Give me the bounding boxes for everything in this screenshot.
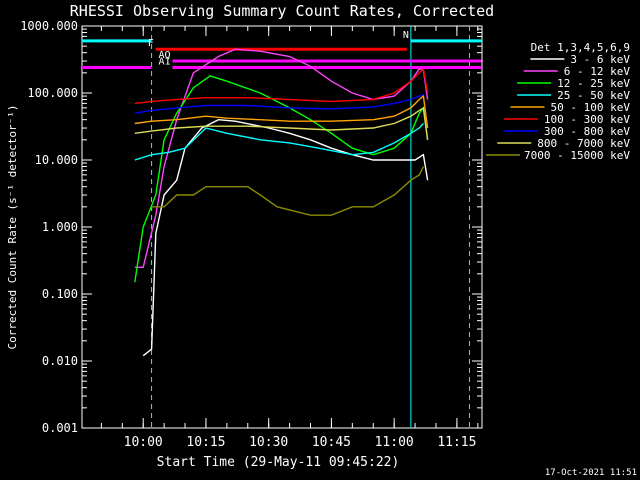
series-line [134, 123, 424, 161]
legend-entry-label: 3 - 6 keV [570, 53, 630, 66]
y-tick-label: 0.100 [42, 287, 78, 301]
annotation-label: AQ [158, 50, 170, 61]
series-line [134, 48, 429, 268]
y-tick-label: 0.001 [42, 421, 78, 435]
y-tick-label: 0.010 [42, 354, 78, 368]
series-line [142, 118, 429, 357]
legend-entry-label: 100 - 300 keV [544, 113, 630, 126]
annotation-label: A1 [158, 57, 170, 68]
chart-title: RHESSI Observing Summary Count Rates, Co… [70, 2, 494, 20]
legend-entry-label: 800 - 7000 keV [537, 137, 630, 150]
series-line [134, 106, 429, 140]
legend-entry-label: 25 - 50 keV [557, 89, 630, 102]
x-axis: 10:00 10:15 10:30 10:45 11:00 11:15 [100, 26, 479, 450]
y-tick-label: 10.000 [35, 153, 78, 167]
x-tick-label: 10:30 [249, 435, 288, 450]
x-tick-label: 11:15 [437, 435, 476, 450]
timestamp: 17-Oct-2021 11:51 [545, 468, 637, 478]
legend-entry-label: 7000 - 15000 keV [524, 149, 630, 162]
series-lines [134, 48, 429, 357]
x-tick-label: 10:00 [124, 435, 163, 450]
y-axis: 1000.000 100.000 10.000 1.000 0.100 0.010 0.00… [20, 19, 482, 435]
legend-entry-label: 6 - 12 keV [564, 65, 631, 78]
legend-entry-label: 300 - 800 keV [544, 125, 630, 138]
annotation-label: F [148, 38, 154, 49]
legend-entry-label: 50 - 100 keV [551, 101, 631, 114]
y-tick-label: 1.000 [42, 220, 78, 234]
legend-entry-label: 12 - 25 keV [557, 77, 630, 90]
series-line [134, 93, 424, 114]
x-axis-label: Start Time (29-May-11 09:45:22) [157, 455, 400, 470]
x-tick-label: 10:15 [186, 435, 225, 450]
series-line [134, 67, 429, 105]
legend-title: Det 1,3,4,5,6,9 [531, 41, 630, 54]
x-tick-label: 11:00 [375, 435, 414, 450]
plot-frame [81, 25, 483, 429]
y-tick-label: 100.000 [27, 86, 78, 100]
x-tick-label: 10:45 [312, 435, 351, 450]
series-line [134, 94, 429, 129]
series-line [151, 166, 425, 216]
annotation-label: N [403, 30, 409, 41]
y-tick-label: 1000.000 [20, 19, 78, 33]
vertical-markers [151, 26, 470, 428]
y-axis-label: Corrected Count Rate (s⁻¹ detector⁻¹) [6, 104, 19, 349]
